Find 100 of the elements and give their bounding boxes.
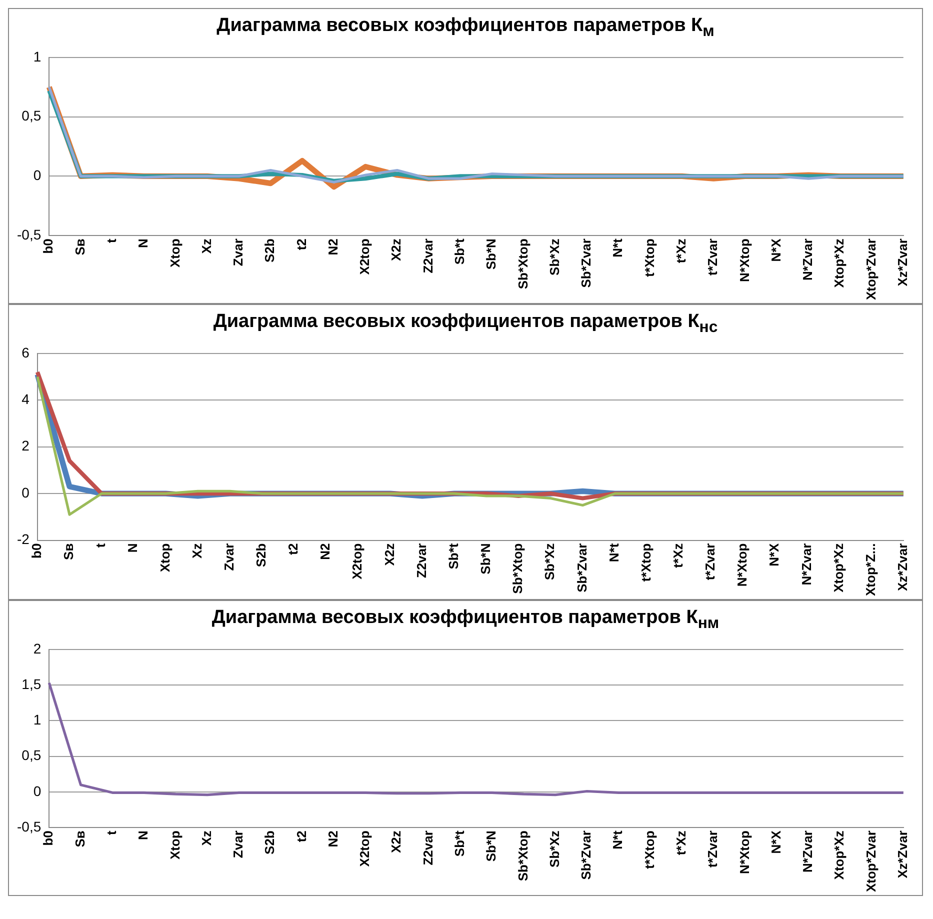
x-tick-label: Xz*Zvar bbox=[894, 830, 910, 878]
x-tick-label: N*Zvar bbox=[798, 543, 814, 586]
x-tick-label: Sb*Xz bbox=[546, 830, 562, 868]
x-tick-label: Xtop*Xz bbox=[832, 238, 847, 288]
x-tick-label: Sв bbox=[72, 238, 88, 256]
x-tick-label: N*X bbox=[768, 830, 784, 854]
x-tick-label: N*Xtop bbox=[736, 830, 752, 874]
x-tick-label: Xtop bbox=[157, 543, 172, 572]
y-tick-label: 6 bbox=[22, 344, 30, 360]
x-tick-label: Sb*t bbox=[446, 542, 461, 570]
x-tick-label: Sb*N bbox=[478, 543, 494, 574]
x-tick-label: X2z bbox=[388, 830, 404, 854]
y-tick-label: 1 bbox=[33, 712, 42, 728]
y-tick-label: -2 bbox=[16, 531, 30, 548]
x-tick-label: t2 bbox=[294, 830, 309, 842]
x-tick-label: Sв bbox=[61, 543, 76, 560]
x-tick-label: t bbox=[93, 542, 108, 548]
y-tick-label: 4 bbox=[22, 390, 30, 407]
x-tick-label: Xz*Zvar bbox=[894, 238, 910, 286]
x-tick-label: Sb*t bbox=[452, 830, 468, 857]
x-tick-label: N*t bbox=[610, 238, 626, 258]
x-tick-label: Sb*Xz bbox=[546, 238, 562, 276]
x-tick-label: Sb*Zvar bbox=[578, 238, 594, 288]
x-tick-label: t bbox=[104, 830, 119, 835]
x-tick-label: N*X bbox=[766, 542, 782, 566]
x-tick-label: Xz bbox=[198, 830, 214, 846]
x-tick-label: X2z bbox=[382, 542, 397, 566]
x-tick-label: Xz bbox=[189, 542, 204, 558]
x-tick-label: Zvar bbox=[230, 830, 246, 858]
x-tick-label: Sb*t bbox=[452, 238, 468, 265]
chart-title: Диаграмма весовых коэффициентов параметров К$_{нс}$ bbox=[212, 310, 719, 337]
y-tick-label: 0 bbox=[33, 167, 42, 184]
x-tick-label: Sb*Xtop bbox=[510, 543, 526, 594]
x-tick-label: S2b bbox=[262, 238, 278, 262]
x-tick-label: b0 bbox=[40, 830, 56, 846]
y-tick-label: 2 bbox=[33, 640, 42, 656]
x-tick-label: t*Xtop bbox=[642, 830, 657, 869]
x-tick-label: Xtop*Zvar bbox=[863, 830, 878, 892]
chart-title: Диаграмма весовых коэффициентов параметров К$_{м}$ bbox=[216, 14, 716, 41]
x-tick-label: t*Xz bbox=[674, 238, 688, 264]
x-tick-label: Sb*N bbox=[484, 830, 499, 862]
x-tick-label: t bbox=[104, 238, 119, 243]
x-tick-label: t*Zvar bbox=[705, 238, 720, 276]
x-tick-label: Xtop bbox=[167, 830, 182, 860]
x-tick-label: Sb*Xtop bbox=[515, 238, 530, 290]
x-tick-label: Z2var bbox=[414, 543, 429, 578]
x-tick-label: N*Zvar bbox=[800, 830, 816, 873]
y-tick-label: 2 bbox=[22, 438, 30, 454]
x-tick-label: t*Xz bbox=[670, 542, 686, 568]
x-tick-label: X2top bbox=[357, 238, 372, 275]
x-tick-label: N bbox=[136, 238, 151, 248]
x-tick-label: t2 bbox=[286, 543, 301, 555]
x-tick-label: Xtop*Xz bbox=[832, 830, 847, 880]
chart-title: Диаграмма весовых коэффициентов параметров К$_{нм}$ bbox=[210, 606, 720, 633]
x-tick-label: b0 bbox=[40, 238, 56, 254]
x-tick-label: N2 bbox=[318, 543, 333, 560]
x-tick-label: Sb*Xz bbox=[542, 542, 558, 580]
x-tick-label: S2b bbox=[262, 830, 278, 854]
x-tick-label: Zvar bbox=[230, 238, 246, 266]
x-tick-label: N*X bbox=[768, 238, 784, 262]
y-tick-label: 0 bbox=[33, 782, 42, 799]
y-tick-label: -0,5 bbox=[17, 226, 42, 242]
x-tick-label: N*Xtop bbox=[734, 543, 750, 587]
x-tick-label: N bbox=[125, 543, 140, 553]
y-tick-label: 0 bbox=[22, 484, 30, 500]
x-tick-label: Sb*Zvar bbox=[574, 543, 590, 592]
x-tick-label: Sb*N bbox=[484, 238, 499, 270]
x-tick-label: Sb*Zvar bbox=[578, 830, 594, 880]
x-tick-label: N2 bbox=[325, 830, 340, 848]
y-tick-label: 1 bbox=[33, 48, 42, 64]
x-tick-label: Zvar bbox=[221, 543, 236, 571]
x-tick-label: t*Zvar bbox=[702, 543, 718, 580]
x-tick-label: Xtop bbox=[167, 238, 182, 268]
x-tick-label: Xtop*Zvar bbox=[863, 238, 878, 300]
x-tick-label: t*Zvar bbox=[705, 830, 720, 868]
y-tick-label: 0,5 bbox=[22, 747, 42, 764]
x-tick-label: X2z bbox=[388, 238, 404, 262]
x-tick-label: N*Xtop bbox=[736, 238, 752, 282]
x-tick-label: Xz bbox=[198, 238, 214, 254]
x-tick-label: b0 bbox=[29, 543, 44, 558]
x-tick-label: N*t bbox=[610, 830, 626, 850]
x-tick-label: t*Xtop bbox=[642, 238, 657, 277]
y-tick-label: -0,5 bbox=[17, 818, 42, 834]
x-tick-label: Sв bbox=[72, 830, 88, 848]
x-tick-label: X2top bbox=[357, 830, 372, 867]
x-tick-label: t*Xtop bbox=[638, 543, 654, 582]
x-tick-label: Z2var bbox=[420, 830, 436, 866]
x-tick-label: S2b bbox=[254, 543, 269, 568]
x-tick-label: N*t bbox=[606, 542, 622, 562]
x-tick-label: N2 bbox=[325, 238, 340, 256]
x-tick-label: t*Xz bbox=[674, 830, 688, 856]
x-tick-label: Xtop*Z... bbox=[862, 543, 878, 596]
x-tick-label: Xtop*Xz bbox=[830, 542, 846, 592]
x-tick-label: Sb*Xtop bbox=[515, 830, 530, 882]
x-tick-label: Xz*Zvar bbox=[894, 543, 910, 591]
x-tick-label: Z2var bbox=[420, 238, 436, 274]
y-tick-label: 0,5 bbox=[22, 108, 42, 124]
x-tick-label: N*Zvar bbox=[800, 238, 816, 281]
x-tick-label: X2top bbox=[350, 543, 365, 580]
x-tick-label: t2 bbox=[294, 238, 309, 250]
